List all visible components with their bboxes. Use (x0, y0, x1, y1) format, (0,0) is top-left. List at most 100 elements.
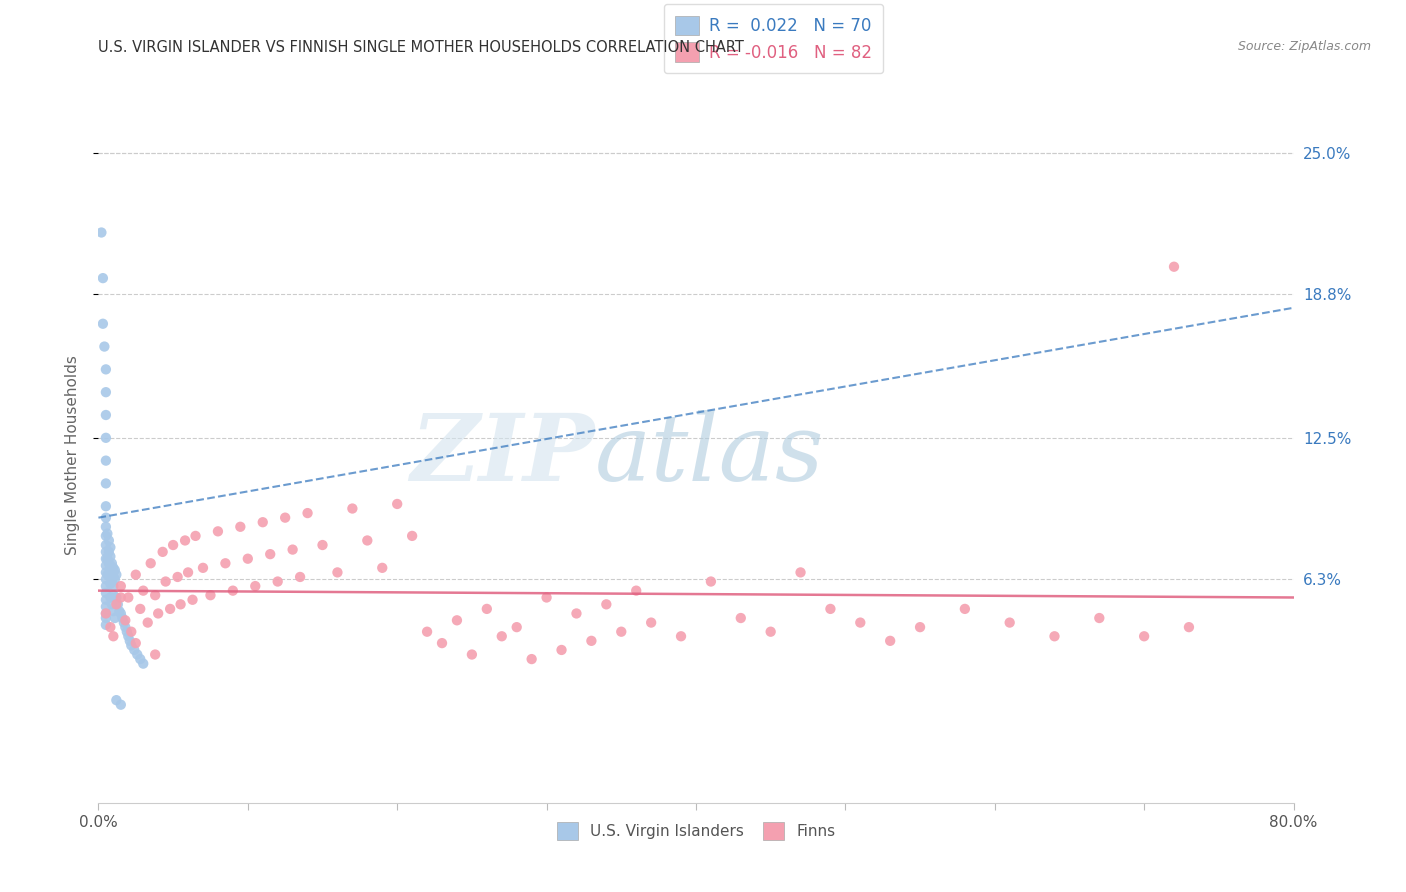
Point (159, 602, 181, 616)
Point (105, 598, 128, 612)
Point (326, 566, 349, 580)
Point (94, 476, 117, 491)
Point (94, 510, 117, 524)
Point (669, 629, 692, 643)
Point (491, 629, 513, 643)
Point (120, 639, 142, 653)
Point (94, 453, 117, 467)
Point (103, 570, 125, 584)
Point (112, 615, 135, 630)
Point (94, 579, 117, 593)
Point (252, 515, 274, 529)
Point (174, 533, 197, 548)
Point (98, 549, 122, 564)
Point (93, 340, 115, 354)
Point (245, 579, 267, 593)
Point (129, 602, 152, 616)
Point (385, 497, 409, 511)
Point (98, 576, 122, 591)
Point (98, 620, 122, 634)
Point (105, 591, 128, 605)
Point (281, 542, 304, 557)
Point (565, 607, 588, 621)
Text: atlas: atlas (595, 410, 824, 500)
Point (214, 556, 236, 570)
Point (94, 551, 117, 566)
Point (115, 624, 138, 639)
Point (1133, 629, 1156, 643)
Point (118, 633, 141, 648)
Point (1088, 611, 1111, 625)
Point (98, 591, 122, 605)
Point (536, 591, 558, 605)
Text: Source: ZipAtlas.com: Source: ZipAtlas.com (1237, 40, 1371, 54)
Point (401, 529, 423, 543)
Point (94, 520, 117, 534)
Point (125, 636, 148, 650)
Point (94, 538, 117, 552)
Point (94, 618, 117, 632)
Point (184, 529, 207, 543)
Point (94, 500, 117, 514)
Legend: U.S. Virgin Islanders, Finns: U.S. Virgin Islanders, Finns (550, 814, 842, 847)
Point (169, 598, 191, 612)
Point (849, 615, 872, 630)
Point (181, 592, 204, 607)
Point (759, 624, 782, 639)
Point (132, 583, 155, 598)
Point (110, 591, 132, 605)
Text: ZIP: ZIP (411, 410, 595, 500)
Point (94, 586, 117, 600)
Point (259, 547, 281, 561)
Point (104, 572, 127, 586)
Point (879, 633, 901, 648)
Point (342, 501, 364, 516)
Point (94, 572, 117, 586)
Point (103, 604, 125, 618)
Point (98, 567, 122, 582)
Point (98, 541, 122, 555)
Point (96, 567, 118, 582)
Point (94, 408, 117, 422)
Point (91, 317, 114, 331)
Point (998, 615, 1021, 630)
Point (96, 526, 118, 541)
Point (139, 556, 162, 570)
Point (124, 643, 146, 657)
Point (114, 620, 136, 634)
Point (94, 545, 117, 559)
Point (114, 613, 136, 627)
Point (143, 588, 166, 602)
Point (430, 636, 453, 650)
Point (908, 620, 931, 634)
Point (94, 558, 117, 573)
Point (461, 648, 484, 662)
Point (94, 611, 117, 625)
Y-axis label: Single Mother Households: Single Mother Households (65, 355, 80, 555)
Point (371, 561, 394, 575)
Point (200, 588, 222, 602)
Point (110, 579, 132, 593)
Point (111, 611, 134, 625)
Point (107, 598, 129, 612)
Point (550, 643, 572, 657)
Point (136, 615, 159, 630)
Point (98, 558, 122, 573)
Point (166, 570, 188, 584)
Point (207, 524, 229, 539)
Point (581, 633, 603, 648)
Point (104, 563, 127, 577)
Point (155, 574, 177, 589)
Point (125, 567, 148, 582)
Point (506, 620, 529, 634)
Point (297, 506, 319, 520)
Point (97, 545, 120, 559)
Point (110, 698, 132, 712)
Point (610, 624, 633, 639)
Text: U.S. VIRGIN ISLANDER VS FINNISH SINGLE MOTHER HOUSEHOLDS CORRELATION CHART: U.S. VIRGIN ISLANDER VS FINNISH SINGLE M… (98, 40, 744, 55)
Point (953, 602, 976, 616)
Point (90, 226, 112, 240)
Point (105, 693, 128, 707)
Point (595, 598, 617, 612)
Point (120, 624, 142, 639)
